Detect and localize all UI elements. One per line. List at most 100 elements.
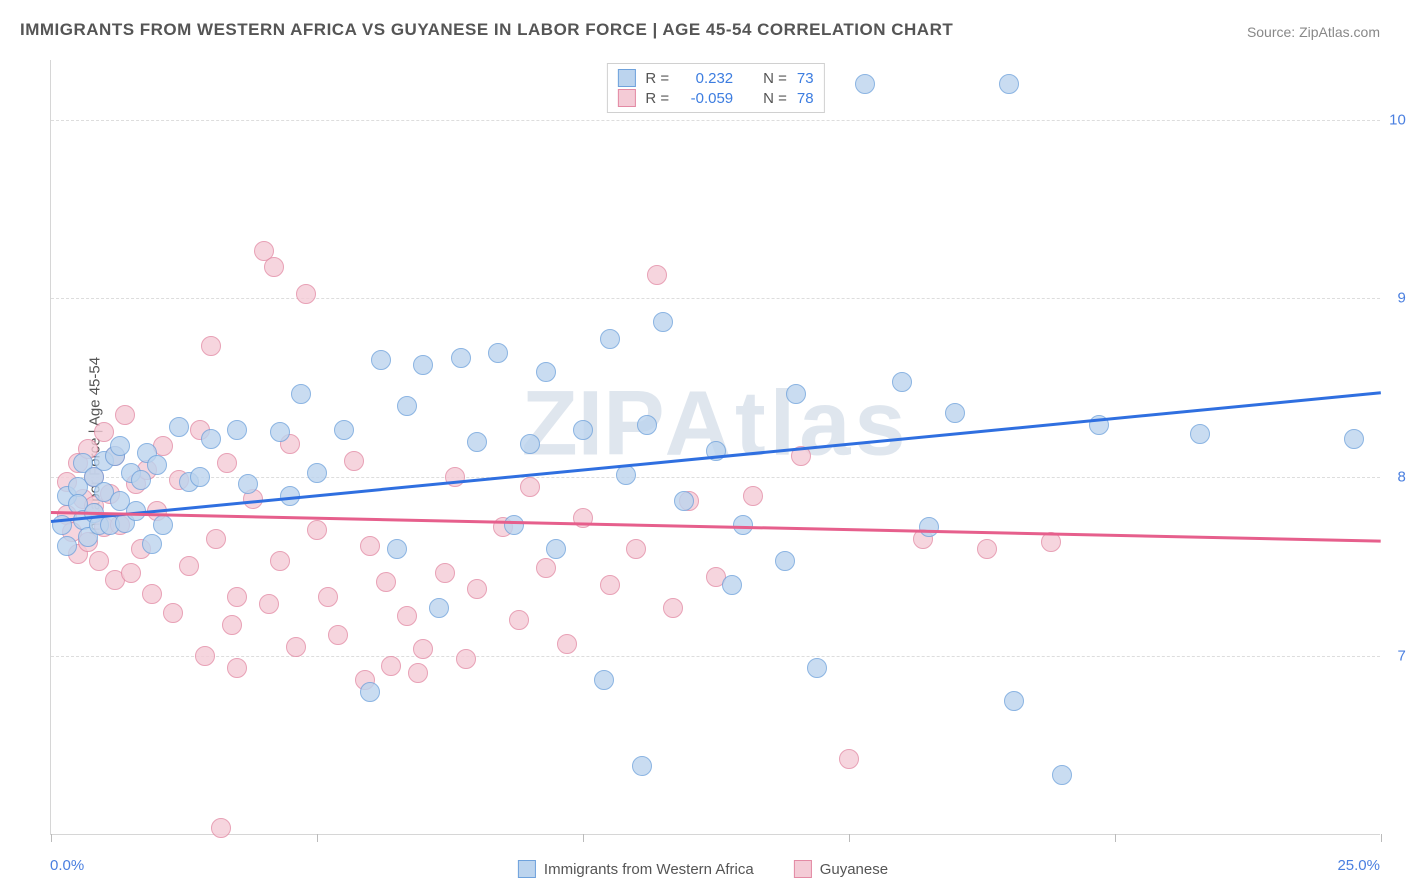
- n-label-1: N =: [763, 70, 787, 87]
- data-point: [318, 587, 338, 607]
- data-point: [919, 517, 939, 537]
- data-point: [1004, 691, 1024, 711]
- data-point: [286, 637, 306, 657]
- data-point: [360, 682, 380, 702]
- data-point: [674, 491, 694, 511]
- x-tick: [849, 834, 850, 842]
- correlation-row-series-1: R = 0.232 N = 73: [617, 68, 813, 88]
- data-point: [227, 587, 247, 607]
- data-point: [94, 422, 114, 442]
- data-point: [520, 477, 540, 497]
- data-point: [238, 474, 258, 494]
- data-point: [259, 594, 279, 614]
- x-tick: [1115, 834, 1116, 842]
- data-point: [594, 670, 614, 690]
- data-point: [270, 422, 290, 442]
- data-point: [632, 756, 652, 776]
- data-point: [1344, 429, 1364, 449]
- scatter-plot: ZIPAtlas R = 0.232 N = 73 R = -0.059 N =…: [50, 60, 1380, 835]
- y-tick-label: 85.0%: [1384, 469, 1406, 486]
- n-value-2: 78: [797, 90, 814, 107]
- data-point: [456, 649, 476, 669]
- legend-item-series-1: Immigrants from Western Africa: [518, 860, 754, 878]
- x-tick: [51, 834, 52, 842]
- data-point: [307, 520, 327, 540]
- data-point: [57, 536, 77, 556]
- swatch-series-2: [617, 89, 635, 107]
- data-point: [334, 420, 354, 440]
- r-label-1: R =: [645, 70, 669, 87]
- data-point: [142, 584, 162, 604]
- data-point: [647, 265, 667, 285]
- y-tick-label: 100.0%: [1384, 111, 1406, 128]
- x-axis-min-label: 0.0%: [50, 857, 84, 874]
- data-point: [169, 417, 189, 437]
- data-point: [600, 575, 620, 595]
- data-point: [653, 312, 673, 332]
- source-label: Source: ZipAtlas.com: [1247, 24, 1380, 40]
- data-point: [722, 575, 742, 595]
- legend-swatch-2: [794, 860, 812, 878]
- data-point: [381, 656, 401, 676]
- gridline: [51, 298, 1380, 299]
- data-point: [153, 515, 173, 535]
- r-label-2: R =: [645, 90, 669, 107]
- data-point: [110, 436, 130, 456]
- y-tick-label: 77.5%: [1384, 648, 1406, 665]
- data-point: [413, 639, 433, 659]
- data-point: [387, 539, 407, 559]
- data-point: [945, 403, 965, 423]
- r-value-1: 0.232: [679, 70, 733, 87]
- data-point: [115, 405, 135, 425]
- data-point: [429, 598, 449, 618]
- data-point: [637, 415, 657, 435]
- data-point: [206, 529, 226, 549]
- data-point: [179, 556, 199, 576]
- data-point: [408, 663, 428, 683]
- data-point: [451, 348, 471, 368]
- x-axis-max-label: 25.0%: [1337, 857, 1380, 874]
- data-point: [307, 463, 327, 483]
- data-point: [413, 355, 433, 375]
- data-point: [227, 658, 247, 678]
- data-point: [520, 434, 540, 454]
- data-point: [296, 284, 316, 304]
- data-point: [977, 539, 997, 559]
- data-point: [190, 467, 210, 487]
- legend-item-series-2: Guyanese: [794, 860, 888, 878]
- data-point: [509, 610, 529, 630]
- y-tick-label: 92.5%: [1384, 290, 1406, 307]
- data-point: [142, 534, 162, 554]
- series-legend: Immigrants from Western Africa Guyanese: [518, 860, 888, 878]
- trend-line: [51, 511, 1381, 542]
- data-point: [397, 396, 417, 416]
- x-tick: [583, 834, 584, 842]
- swatch-series-1: [617, 69, 635, 87]
- data-point: [616, 465, 636, 485]
- data-point: [536, 558, 556, 578]
- legend-label-1: Immigrants from Western Africa: [544, 861, 754, 878]
- data-point: [892, 372, 912, 392]
- data-point: [488, 343, 508, 363]
- data-point: [291, 384, 311, 404]
- data-point: [344, 451, 364, 471]
- data-point: [557, 634, 577, 654]
- data-point: [201, 336, 221, 356]
- data-point: [435, 563, 455, 583]
- data-point: [445, 467, 465, 487]
- data-point: [222, 615, 242, 635]
- gridline: [51, 120, 1380, 121]
- data-point: [999, 74, 1019, 94]
- data-point: [1190, 424, 1210, 444]
- data-point: [371, 350, 391, 370]
- trend-line: [51, 391, 1381, 522]
- data-point: [663, 598, 683, 618]
- x-tick: [317, 834, 318, 842]
- data-point: [147, 455, 167, 475]
- legend-label-2: Guyanese: [820, 861, 888, 878]
- data-point: [264, 257, 284, 277]
- data-point: [121, 563, 141, 583]
- data-point: [201, 429, 221, 449]
- data-point: [807, 658, 827, 678]
- chart-title: IMMIGRANTS FROM WESTERN AFRICA VS GUYANE…: [20, 20, 953, 40]
